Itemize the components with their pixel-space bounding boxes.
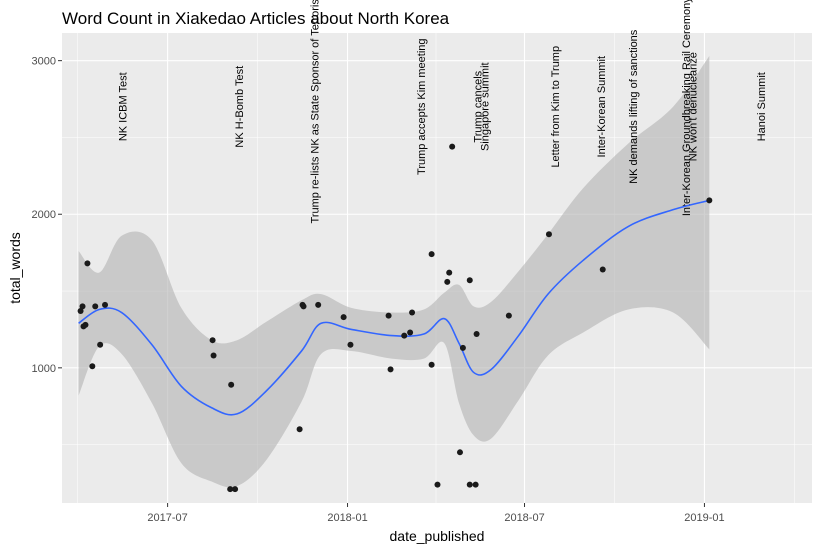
data-point: [505, 312, 512, 319]
y-tick-label: 3000: [32, 56, 56, 68]
x-axis-title: date_published: [390, 528, 485, 544]
data-point: [706, 197, 713, 204]
x-tick-label: 2018-01: [327, 512, 367, 524]
event-annotation: Inter-Korean Groundbreaking Rail Ceremon…: [681, 0, 693, 216]
confidence-ribbon: [78, 56, 710, 488]
smooth-line: [78, 199, 710, 416]
event-annotation: NK H-Bomb Test: [234, 66, 246, 148]
event-annotation: Trump re-lists NK as State Sponsor of Te…: [309, 0, 321, 223]
x-tick-label: 2019-01: [684, 512, 724, 524]
x-tick-label: 2017-07: [147, 512, 187, 524]
data-point: [456, 449, 463, 456]
data-point: [401, 332, 408, 339]
data-point: [446, 269, 453, 276]
data-point: [459, 344, 466, 351]
data-point: [434, 481, 441, 488]
data-point: [449, 143, 456, 150]
data-point: [79, 303, 86, 310]
data-point: [92, 303, 99, 310]
data-point: [545, 231, 552, 238]
y-tick-label: 2000: [32, 209, 56, 221]
data-point: [466, 481, 473, 488]
y-tick-label: 1000: [32, 363, 56, 375]
data-point: [77, 308, 84, 315]
confidence-band: [78, 56, 710, 488]
event-annotation: NK won't denuclearize: [688, 52, 700, 161]
x-tick-label: 2018-07: [504, 512, 544, 524]
event-annotation: NK demands lifting of sanctions: [628, 29, 640, 184]
data-point: [228, 381, 235, 388]
data-point: [227, 486, 234, 493]
event-annotations: NK ICBM Test NK H-Bomb Test Trump re-lists…: [118, 0, 769, 223]
data-point: [315, 301, 322, 308]
y-axis: 1000 2000 3000: [32, 56, 62, 375]
data-point: [89, 363, 96, 370]
data-points: [77, 143, 713, 493]
data-point: [472, 481, 479, 488]
data-point: [466, 277, 473, 284]
data-point: [347, 341, 354, 348]
data-point: [473, 331, 480, 338]
data-point: [385, 312, 392, 319]
data-point: [428, 251, 435, 258]
data-point: [84, 260, 91, 267]
y-axis-title: total_words: [7, 232, 23, 304]
data-point: [387, 366, 394, 373]
data-point: [232, 486, 239, 493]
data-point: [209, 337, 216, 344]
event-annotation: Singapore summit: [479, 62, 491, 151]
x-axis: 2017-07 2018-01 2018-07 2019-01: [147, 503, 725, 524]
event-annotation: Trump cancels: [473, 70, 485, 142]
data-point: [599, 266, 606, 273]
chart-title: Word Count in Xiakedao Articles about No…: [62, 9, 450, 28]
data-point: [296, 426, 303, 433]
event-annotation: NK ICBM Test: [118, 72, 130, 141]
data-point: [82, 321, 89, 328]
data-point: [340, 314, 347, 321]
data-point: [300, 303, 307, 310]
data-point: [444, 278, 451, 285]
data-point: [409, 309, 416, 316]
data-point: [428, 361, 435, 368]
smooth-trend-line: [78, 199, 710, 416]
event-annotation: Hanoi Summit: [756, 72, 768, 141]
data-point: [102, 301, 109, 308]
data-point: [210, 352, 217, 359]
event-annotation: Trump accepts Kim meeting: [416, 38, 428, 175]
event-annotation: Letter from Kim to Trump: [550, 46, 562, 168]
event-annotation: Inter-Korean Summit: [596, 56, 608, 157]
data-point: [97, 341, 104, 348]
data-point: [407, 329, 414, 336]
